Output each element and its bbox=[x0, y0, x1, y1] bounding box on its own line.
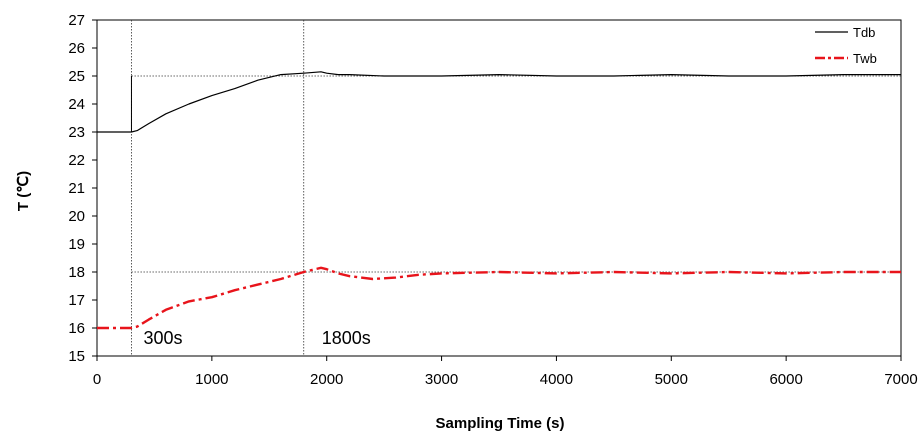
x-tick-label: 4000 bbox=[540, 371, 573, 388]
annotation-label: 300s bbox=[143, 328, 182, 348]
y-tick-label: 25 bbox=[68, 68, 85, 85]
y-tick-label: 26 bbox=[68, 40, 85, 57]
x-tick-label: 7000 bbox=[884, 371, 917, 388]
plot-frame bbox=[96, 19, 902, 357]
plot-axes bbox=[92, 19, 902, 361]
x-axis-label: Sampling Time (s) bbox=[436, 415, 565, 432]
x-tick-label: 5000 bbox=[655, 371, 688, 388]
x-tick-label: 3000 bbox=[425, 371, 458, 388]
y-tick-label: 21 bbox=[68, 180, 85, 197]
y-axis-label: T (℃) bbox=[15, 171, 32, 211]
annotation-label: 1800s bbox=[322, 328, 371, 348]
x-tick-label: 0 bbox=[93, 371, 101, 388]
y-tick-label: 24 bbox=[68, 96, 85, 113]
series-lines bbox=[97, 71, 901, 330]
legend-label-tdb: Tdb bbox=[853, 25, 875, 40]
y-tick-label: 17 bbox=[68, 292, 85, 309]
tick-labels: 15 16 17 18 19 20 21 22 23 24 25 26 27 0 1000 2000 3000 4… bbox=[68, 12, 917, 388]
legend: Tdb Twb bbox=[815, 25, 877, 66]
y-tick-label: 19 bbox=[68, 236, 85, 253]
reference-lines bbox=[130, 20, 901, 356]
y-tick-label: 23 bbox=[68, 124, 85, 141]
y-tick-label: 22 bbox=[68, 152, 85, 169]
y-tick-label: 20 bbox=[68, 208, 85, 225]
y-tick-label: 18 bbox=[68, 264, 85, 281]
y-tick-label: 15 bbox=[68, 348, 85, 365]
legend-label-twb: Twb bbox=[853, 51, 877, 66]
x-tick-label: 2000 bbox=[310, 371, 343, 388]
y-tick-label: 27 bbox=[68, 12, 85, 29]
y-tick-label: 16 bbox=[68, 320, 85, 337]
annotations: 300s 1800s bbox=[143, 328, 370, 348]
x-tick-label: 6000 bbox=[769, 371, 802, 388]
series-line-twb bbox=[97, 266, 901, 330]
x-tick-label: 1000 bbox=[195, 371, 228, 388]
series-line-tdb bbox=[97, 71, 901, 133]
